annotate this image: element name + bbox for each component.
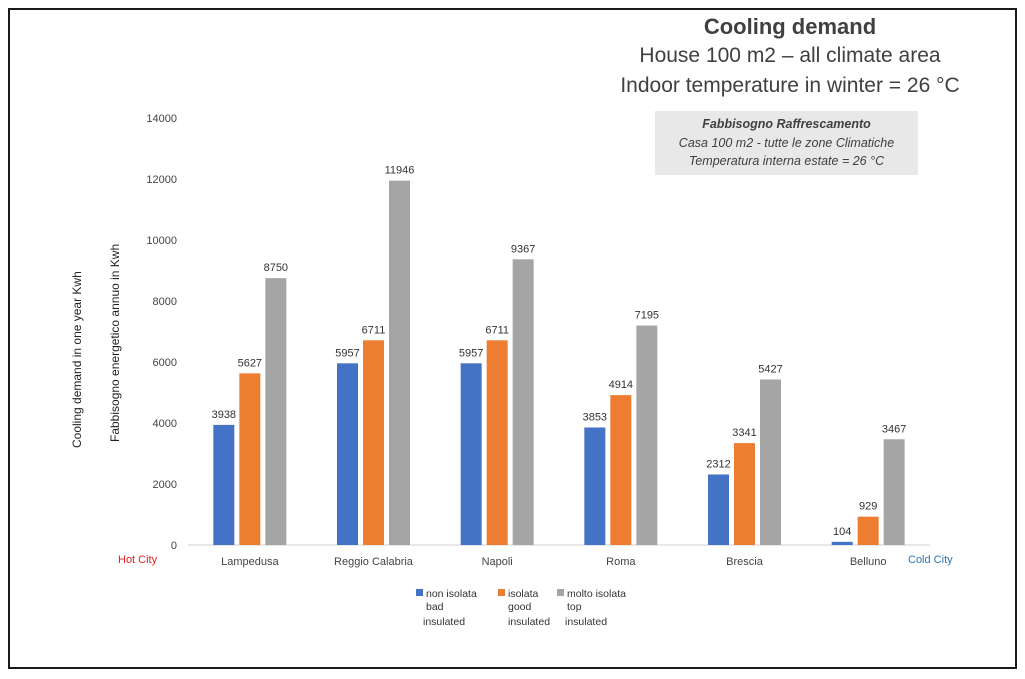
legend-item-non-isolata: non isolata bad insulated <box>416 588 477 630</box>
legend-item-isolata: isolata good insulated <box>498 588 550 630</box>
data-label: 929 <box>859 501 877 513</box>
bar-non-isolata-napoli <box>460 363 482 545</box>
data-label: 6711 <box>362 324 386 336</box>
x-tick-label: Roma <box>606 556 636 568</box>
legend-swatch-gray <box>557 589 564 596</box>
y-tick-label: 14000 <box>146 113 177 125</box>
italian-caption-box: Fabbisogno Raffrescamento Casa 100 m2 - … <box>655 111 918 175</box>
data-label: 6711 <box>485 324 509 336</box>
data-label: 5957 <box>459 347 483 359</box>
bar-molto-isolata-lampedusa <box>265 278 287 545</box>
x-tick-label: Napoli <box>482 556 513 568</box>
x-tick-label: Brescia <box>726 556 764 568</box>
bar-isolata-napoli <box>486 340 508 545</box>
bar-non-isolata-brescia <box>708 474 729 545</box>
chart-title: Cooling demand <box>703 14 877 39</box>
bar-molto-isolata-roma <box>636 325 658 545</box>
data-label: 2312 <box>706 458 730 470</box>
cold-city-label: Cold City <box>908 554 953 566</box>
italian-caption-line3: Temperatura interna estate = 26 °C <box>688 154 885 168</box>
x-tick-label: Belluno <box>850 556 887 568</box>
bar-molto-isolata-reggio-calabria <box>389 180 410 545</box>
data-label: 7195 <box>635 310 659 322</box>
data-label: 4914 <box>609 379 633 391</box>
bar-non-isolata-reggio-calabria <box>337 363 358 545</box>
bar-isolata-brescia <box>734 443 755 545</box>
data-label: 104 <box>833 526 851 538</box>
data-label: 11946 <box>385 165 415 177</box>
legend-item-molto-isolata: molto isolata top insulated <box>557 588 626 630</box>
y-tick-label: 8000 <box>153 296 177 308</box>
data-label: 8750 <box>264 262 288 274</box>
bar-non-isolata-belluno <box>831 541 853 545</box>
x-tick-label: Lampedusa <box>221 556 279 568</box>
y-tick-label: 2000 <box>153 479 177 491</box>
data-label: 5427 <box>758 363 782 375</box>
bar-isolata-belluno <box>857 516 879 545</box>
bar-non-isolata-lampedusa <box>213 424 235 545</box>
bar-isolata-reggio-calabria <box>363 340 384 545</box>
data-label: 5957 <box>335 347 359 359</box>
bar-isolata-lampedusa <box>239 373 261 545</box>
data-label: 5627 <box>238 357 262 369</box>
y-tick-label: 10000 <box>146 235 177 247</box>
data-label: 3853 <box>583 411 607 423</box>
chart-subtitle-temperature: Indoor temperature in winter = 26 °C <box>620 74 960 97</box>
bar-molto-isolata-belluno <box>883 439 905 545</box>
figure-frame <box>8 8 1017 669</box>
data-label: 9367 <box>511 243 535 255</box>
bar-isolata-roma <box>610 395 632 545</box>
bar-molto-isolata-napoli <box>512 259 534 545</box>
data-label: 3467 <box>882 423 906 435</box>
chart-subtitle-area: House 100 m2 – all climate area <box>639 44 941 67</box>
bar-non-isolata-roma <box>584 427 606 545</box>
bar-molto-isolata-brescia <box>760 379 781 545</box>
legend-swatch-blue <box>416 589 423 596</box>
y-tick-label: 0 <box>171 540 177 552</box>
legend-swatch-orange <box>498 589 505 596</box>
hot-city-label: Hot City <box>118 554 158 566</box>
y-tick-label: 4000 <box>153 418 177 430</box>
italian-caption-title: Fabbisogno Raffrescamento <box>702 117 871 131</box>
data-label: 3938 <box>212 409 236 421</box>
y-tick-label: 6000 <box>153 357 177 369</box>
data-label: 3341 <box>732 427 756 439</box>
italian-caption-line2: Casa 100 m2 - tutte le zone Climatiche <box>678 136 895 150</box>
y-tick-label: 12000 <box>146 174 177 186</box>
x-tick-label: Reggio Calabria <box>334 556 414 568</box>
